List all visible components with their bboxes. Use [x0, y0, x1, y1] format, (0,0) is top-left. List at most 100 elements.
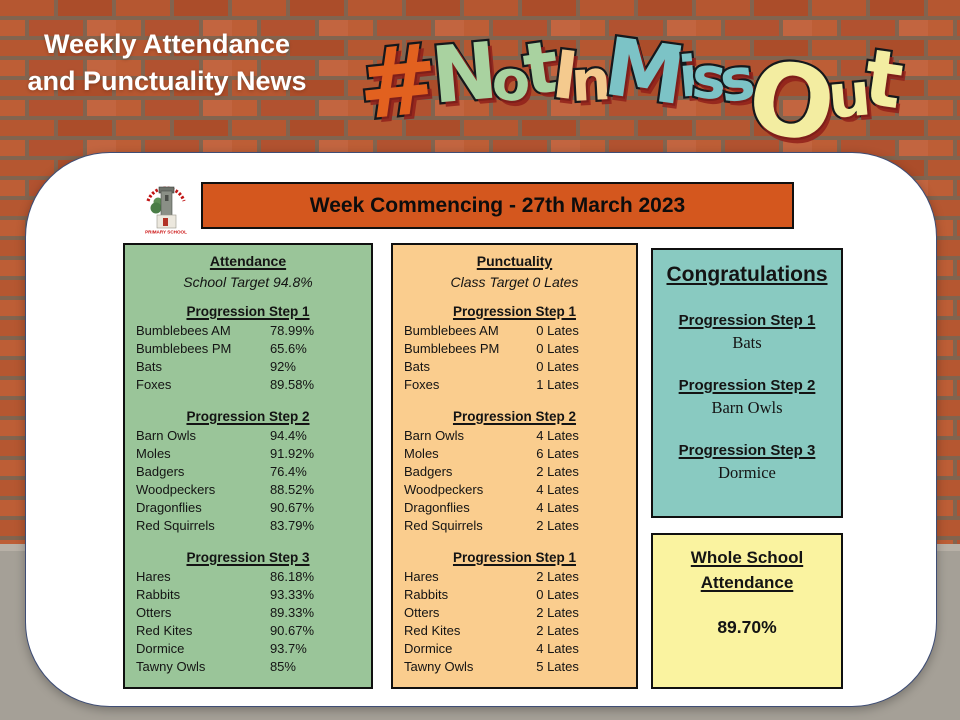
class-value: 5 Lates: [536, 659, 579, 674]
class-value: 4 Lates: [536, 428, 579, 443]
class-name: Barn Owls: [404, 428, 464, 443]
group-heading-text: Progression Step 2: [452, 409, 577, 424]
class-name: Dormice: [404, 641, 453, 656]
group-heading-text: Progression Step 1: [452, 550, 577, 565]
congrats-step-heading-text: Progression Step 2: [678, 377, 816, 394]
punctuality-target: Class Target 0 Lates: [450, 274, 579, 290]
data-row: Badgers 2 Lates: [393, 463, 636, 481]
congrats-winner: Dormice: [718, 463, 776, 482]
progression-group: Progression Step 3 Hares 86.18% Rabbits 93.3…: [125, 549, 371, 676]
class-name: Dragonflies: [404, 500, 470, 515]
group-heading-text: Progression Step 1: [186, 304, 310, 319]
data-row: Rabbits 93.33%: [125, 586, 371, 604]
class-value: 85%: [269, 659, 296, 674]
data-row: Hares 86.18%: [125, 568, 371, 586]
data-row: Bats 92%: [125, 358, 371, 376]
class-value: 65.6%: [269, 341, 307, 356]
class-name: Red Kites: [404, 623, 461, 638]
class-value: 94.4%: [269, 428, 307, 443]
class-name: Foxes: [136, 377, 172, 392]
data-row: Red Kites 2 Lates: [393, 622, 636, 640]
class-name: Otters: [136, 605, 172, 620]
data-row: Red Squirrels 2 Lates: [393, 517, 636, 535]
class-value: 92%: [269, 359, 296, 374]
data-row: Red Squirrels 83.79%: [125, 517, 371, 535]
newsletter-card: PRIMARY SCHOOL Week Commencing - 27th Ma…: [25, 152, 937, 707]
class-value: 2 Lates: [536, 569, 579, 584]
whole-school-value: 89.70%: [717, 617, 777, 637]
page-title-line2: and Punctuality News: [27, 66, 307, 96]
class-value: 89.33%: [269, 605, 315, 620]
attendance-groups: Progression Step 1 Bumblebees AM 78.99% Bum…: [125, 303, 371, 676]
class-value: 1 Lates: [536, 377, 579, 392]
class-value: 88.52%: [269, 482, 315, 497]
group-heading-text: Progression Step 1: [452, 304, 577, 319]
group-heading-text: Progression Step 2: [186, 409, 310, 424]
class-value: 2 Lates: [536, 605, 579, 620]
data-row: Bumblebees PM 65.6%: [125, 340, 371, 358]
punctuality-title: Punctuality: [476, 253, 553, 269]
data-row: Bumblebees AM 78.99%: [125, 322, 371, 340]
congrats-step-heading-text: Progression Step 1: [678, 312, 816, 329]
class-name: Hares: [136, 569, 171, 584]
class-value: 83.79%: [269, 518, 315, 533]
class-name: Barn Owls: [136, 428, 196, 443]
class-value: 4 Lates: [536, 482, 579, 497]
class-value: 93.7%: [269, 641, 307, 656]
whole-school-title: Whole School Attendance: [653, 545, 841, 595]
progression-group: Progression Step 1 Bumblebees AM 78.99% Bum…: [125, 303, 371, 394]
class-name: Red Squirrels: [404, 518, 483, 533]
class-name: Rabbits: [404, 587, 449, 602]
class-value: 93.33%: [269, 587, 315, 602]
data-row: Tawny Owls 5 Lates: [393, 658, 636, 676]
class-name: Tawny Owls: [136, 659, 206, 674]
week-banner: Week Commencing - 27th March 2023: [201, 182, 794, 229]
progression-group: Progression Step 1 Bumblebees AM 0 Lates Bu…: [393, 303, 636, 394]
class-value: 91.92%: [269, 446, 315, 461]
class-value: 76.4%: [269, 464, 307, 479]
class-value: 86.18%: [269, 569, 315, 584]
hashtag-letter: t: [856, 31, 910, 130]
class-name: Badgers: [136, 464, 185, 479]
data-row: Red Kites 90.67%: [125, 622, 371, 640]
data-row: Badgers 76.4%: [125, 463, 371, 481]
congrats-entries: Progression Step 1 Bats Progression Step 2…: [653, 312, 841, 483]
data-row: Bumblebees PM 0 Lates: [393, 340, 636, 358]
school-crest-icon: PRIMARY SCHOOL: [145, 186, 187, 235]
congrats-winner: Barn Owls: [711, 398, 783, 417]
whole-school-title-line1: Whole School: [690, 548, 804, 567]
class-value: 0 Lates: [536, 359, 579, 374]
class-name: Rabbits: [136, 587, 181, 602]
data-row: Barn Owls 94.4%: [125, 427, 371, 445]
data-row: Moles 6 Lates: [393, 445, 636, 463]
data-row: Dragonflies 4 Lates: [393, 499, 636, 517]
congrats-step-heading: Progression Step 3: [653, 442, 841, 460]
class-name: Bumblebees PM: [136, 341, 232, 356]
data-row: Rabbits 0 Lates: [393, 586, 636, 604]
class-value: 4 Lates: [536, 641, 579, 656]
whole-school-panel: Whole School Attendance 89.70%: [651, 533, 843, 689]
class-name: Otters: [404, 605, 440, 620]
logo-caption: PRIMARY SCHOOL: [145, 230, 187, 235]
page-title: Weekly Attendance and Punctuality News: [12, 26, 322, 100]
class-value: 0 Lates: [536, 323, 579, 338]
class-name: Bats: [136, 359, 163, 374]
congrats-entry: Progression Step 1 Bats: [653, 312, 841, 353]
whole-school-title-line2: Attendance: [700, 573, 794, 592]
data-row: Foxes 1 Lates: [393, 376, 636, 394]
school-logo: PRIMARY SCHOOL: [136, 177, 196, 235]
data-row: Otters 2 Lates: [393, 604, 636, 622]
congrats-step-heading-text: Progression Step 3: [678, 442, 816, 459]
class-name: Foxes: [404, 377, 440, 392]
class-name: Woodpeckers: [404, 482, 484, 497]
data-row: Foxes 89.58%: [125, 376, 371, 394]
class-value: 2 Lates: [536, 518, 579, 533]
group-heading: Progression Step 2: [125, 408, 371, 425]
data-row: Dormice 93.7%: [125, 640, 371, 658]
class-value: 90.67%: [269, 623, 315, 638]
group-heading: Progression Step 1: [393, 549, 636, 566]
group-heading: Progression Step 3: [125, 549, 371, 566]
class-value: 90.67%: [269, 500, 315, 515]
class-name: Moles: [136, 446, 171, 461]
